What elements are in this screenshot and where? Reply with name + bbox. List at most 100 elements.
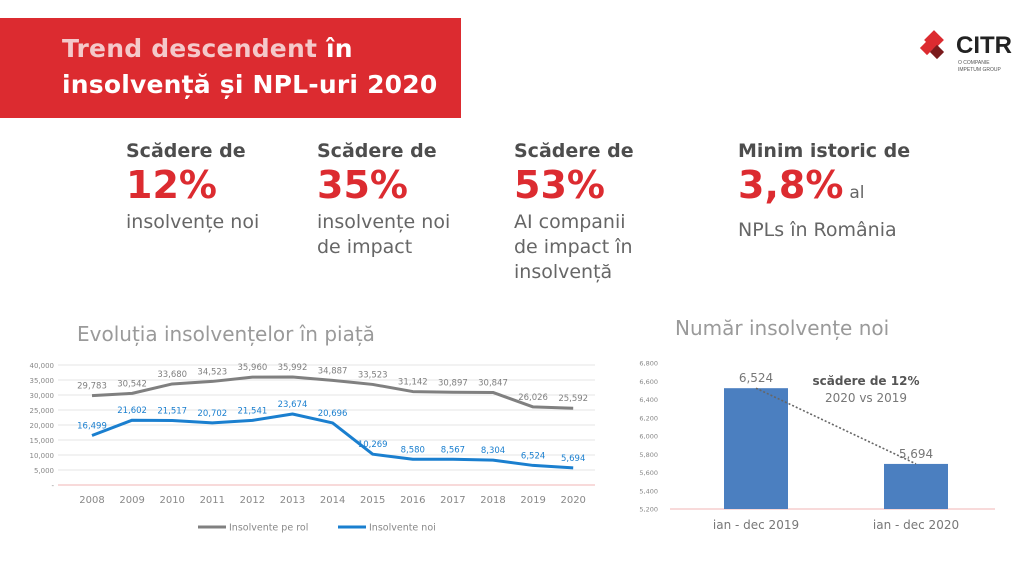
stat-block-2: Scădere de 35% insolvențe noi de impact <box>317 140 450 260</box>
y-tick-label: 35,000 <box>30 377 55 385</box>
data-label: 20,702 <box>197 409 227 419</box>
y-tick-label: 40,000 <box>30 362 55 370</box>
data-label: 25,592 <box>558 394 588 404</box>
stat-desc-line: AI companii <box>514 211 626 233</box>
stat-heading: Scădere de <box>126 140 246 162</box>
data-label: 31,142 <box>398 378 428 388</box>
data-label: 16,499 <box>77 422 107 432</box>
x-tick-label: 2020 <box>560 495 585 506</box>
x-tick-label: 2018 <box>480 495 505 506</box>
stat-block-3: Scădere de 53% AI companii de impact în … <box>514 140 634 285</box>
stat-heading: Minim istoric de <box>738 140 911 162</box>
x-tick-label: ian - dec 2020 <box>873 518 959 532</box>
data-label: 30,847 <box>478 378 508 388</box>
y-tick-label: 5,200 <box>639 506 658 514</box>
data-label: 5,694 <box>561 454 585 464</box>
bar <box>884 463 948 509</box>
title-part-1: Trend descendent <box>62 34 318 63</box>
series-line-noi <box>91 412 574 470</box>
stat-value: 3,8% <box>738 163 844 207</box>
stat-desc-line: insolvență <box>514 261 613 283</box>
stat-desc-line: NPLs în România <box>738 219 897 241</box>
data-label: 30,542 <box>117 379 147 389</box>
annotation-title: scădere de 12% <box>813 374 920 388</box>
logo-subtitle-2: IMPETUM GROUP <box>958 67 1001 73</box>
data-label: 23,674 <box>278 400 308 410</box>
stat-heading: Scădere de <box>514 140 634 162</box>
x-tick-label: 2015 <box>360 495 385 506</box>
stat-value: 35% <box>317 163 408 207</box>
y-tick-label: 6,800 <box>639 360 658 368</box>
title-banner: Trend descendent în insolvență și NPL-ur… <box>0 18 461 118</box>
data-label: 5,694 <box>899 447 933 461</box>
x-tick-label: 2016 <box>400 495 425 506</box>
data-label: 33,680 <box>157 370 187 380</box>
stat-block-1: Scădere de 12% insolvențe noi <box>126 140 259 235</box>
data-label: 6,524 <box>739 371 773 385</box>
data-label: 20,696 <box>318 409 348 419</box>
data-label: 35,960 <box>238 363 268 373</box>
data-label: 6,524 <box>521 451 545 461</box>
legend-label: Insolvente pe rol <box>229 523 308 534</box>
stat-desc-line: de impact <box>317 236 413 258</box>
title-part-2: în <box>326 34 353 63</box>
red-diamond-icon <box>919 30 945 60</box>
data-label: 21,541 <box>238 406 268 416</box>
data-label: 34,523 <box>197 367 227 377</box>
stat-block-4: Minim istoric de 3,8% al NPLs în România <box>738 140 910 243</box>
y-tick-label: 15,000 <box>30 437 55 445</box>
x-tick-label: 2011 <box>200 495 225 506</box>
stat-value: 12% <box>126 163 217 207</box>
x-tick-label: 2014 <box>320 495 345 506</box>
stat-value-suffix: al <box>849 183 865 203</box>
x-tick-label: 2008 <box>79 495 104 506</box>
y-tick-label: 5,400 <box>639 487 658 495</box>
x-tick-label: 2012 <box>240 495 265 506</box>
data-label: 33,523 <box>358 370 388 380</box>
y-tick-label: 6,400 <box>639 396 658 404</box>
bar-chart-title: Număr insolvențe noi <box>675 316 890 340</box>
data-label: 30,897 <box>438 378 468 388</box>
logo-subtitle-1: O COMPANIE <box>958 60 990 66</box>
data-label: 34,887 <box>318 366 348 376</box>
line-chart: 40,000 35,000 30,000 25,000 20,000 15,000 10,0… <box>30 362 595 534</box>
data-label: 10,269 <box>358 440 388 450</box>
x-tick-label: ian - dec 2019 <box>713 518 799 532</box>
x-tick-label: 2017 <box>440 495 465 506</box>
y-tick-label: 30,000 <box>30 392 55 400</box>
stat-heading: Scădere de <box>317 140 437 162</box>
y-tick-label: 5,800 <box>639 451 658 459</box>
stat-value-wrap: 3,8% al <box>738 162 910 216</box>
y-tick-label: 20,000 <box>30 422 55 430</box>
x-tick-label: 2009 <box>119 495 144 506</box>
page-title-line-1: Trend descendent în <box>62 34 353 63</box>
data-label: 21,517 <box>157 406 187 416</box>
stat-desc-line: de impact în <box>514 236 633 258</box>
y-tick-label: 10,000 <box>30 452 55 460</box>
y-tick-label: 5,600 <box>639 469 658 477</box>
y-tick-label: 6,600 <box>639 378 658 386</box>
y-tick-label: 6,200 <box>639 414 658 422</box>
x-tick-label: 2013 <box>280 495 305 506</box>
y-tick-label: - <box>51 482 54 490</box>
logo-name: CITR <box>956 32 1012 59</box>
data-label: 8,304 <box>481 446 505 456</box>
stat-desc-line: insolvențe noi <box>126 211 260 233</box>
annotation-subtitle: 2020 vs 2019 <box>825 391 907 405</box>
series-line-pe-rol <box>91 375 574 410</box>
x-tick-label: 2019 <box>520 495 545 506</box>
stat-desc-line: insolvențe noi <box>317 211 451 233</box>
data-label: 8,567 <box>441 445 465 455</box>
stat-value: 53% <box>514 163 605 207</box>
x-tick-label: 2010 <box>159 495 184 506</box>
y-tick-label: 5,000 <box>34 467 54 475</box>
data-label: 8,580 <box>401 445 425 455</box>
data-label: 35,992 <box>278 363 308 373</box>
data-label: 26,026 <box>518 393 548 403</box>
line-chart-title: Evoluția insolvențelor în piață <box>77 322 375 346</box>
page-title-line-2: insolvență și NPL-uri 2020 <box>62 70 438 99</box>
data-label: 21,602 <box>117 406 147 416</box>
bar <box>724 388 788 509</box>
citr-logo: CITR O COMPANIE IMPETUM GROUP <box>918 30 1018 80</box>
data-label: 29,783 <box>77 382 107 392</box>
